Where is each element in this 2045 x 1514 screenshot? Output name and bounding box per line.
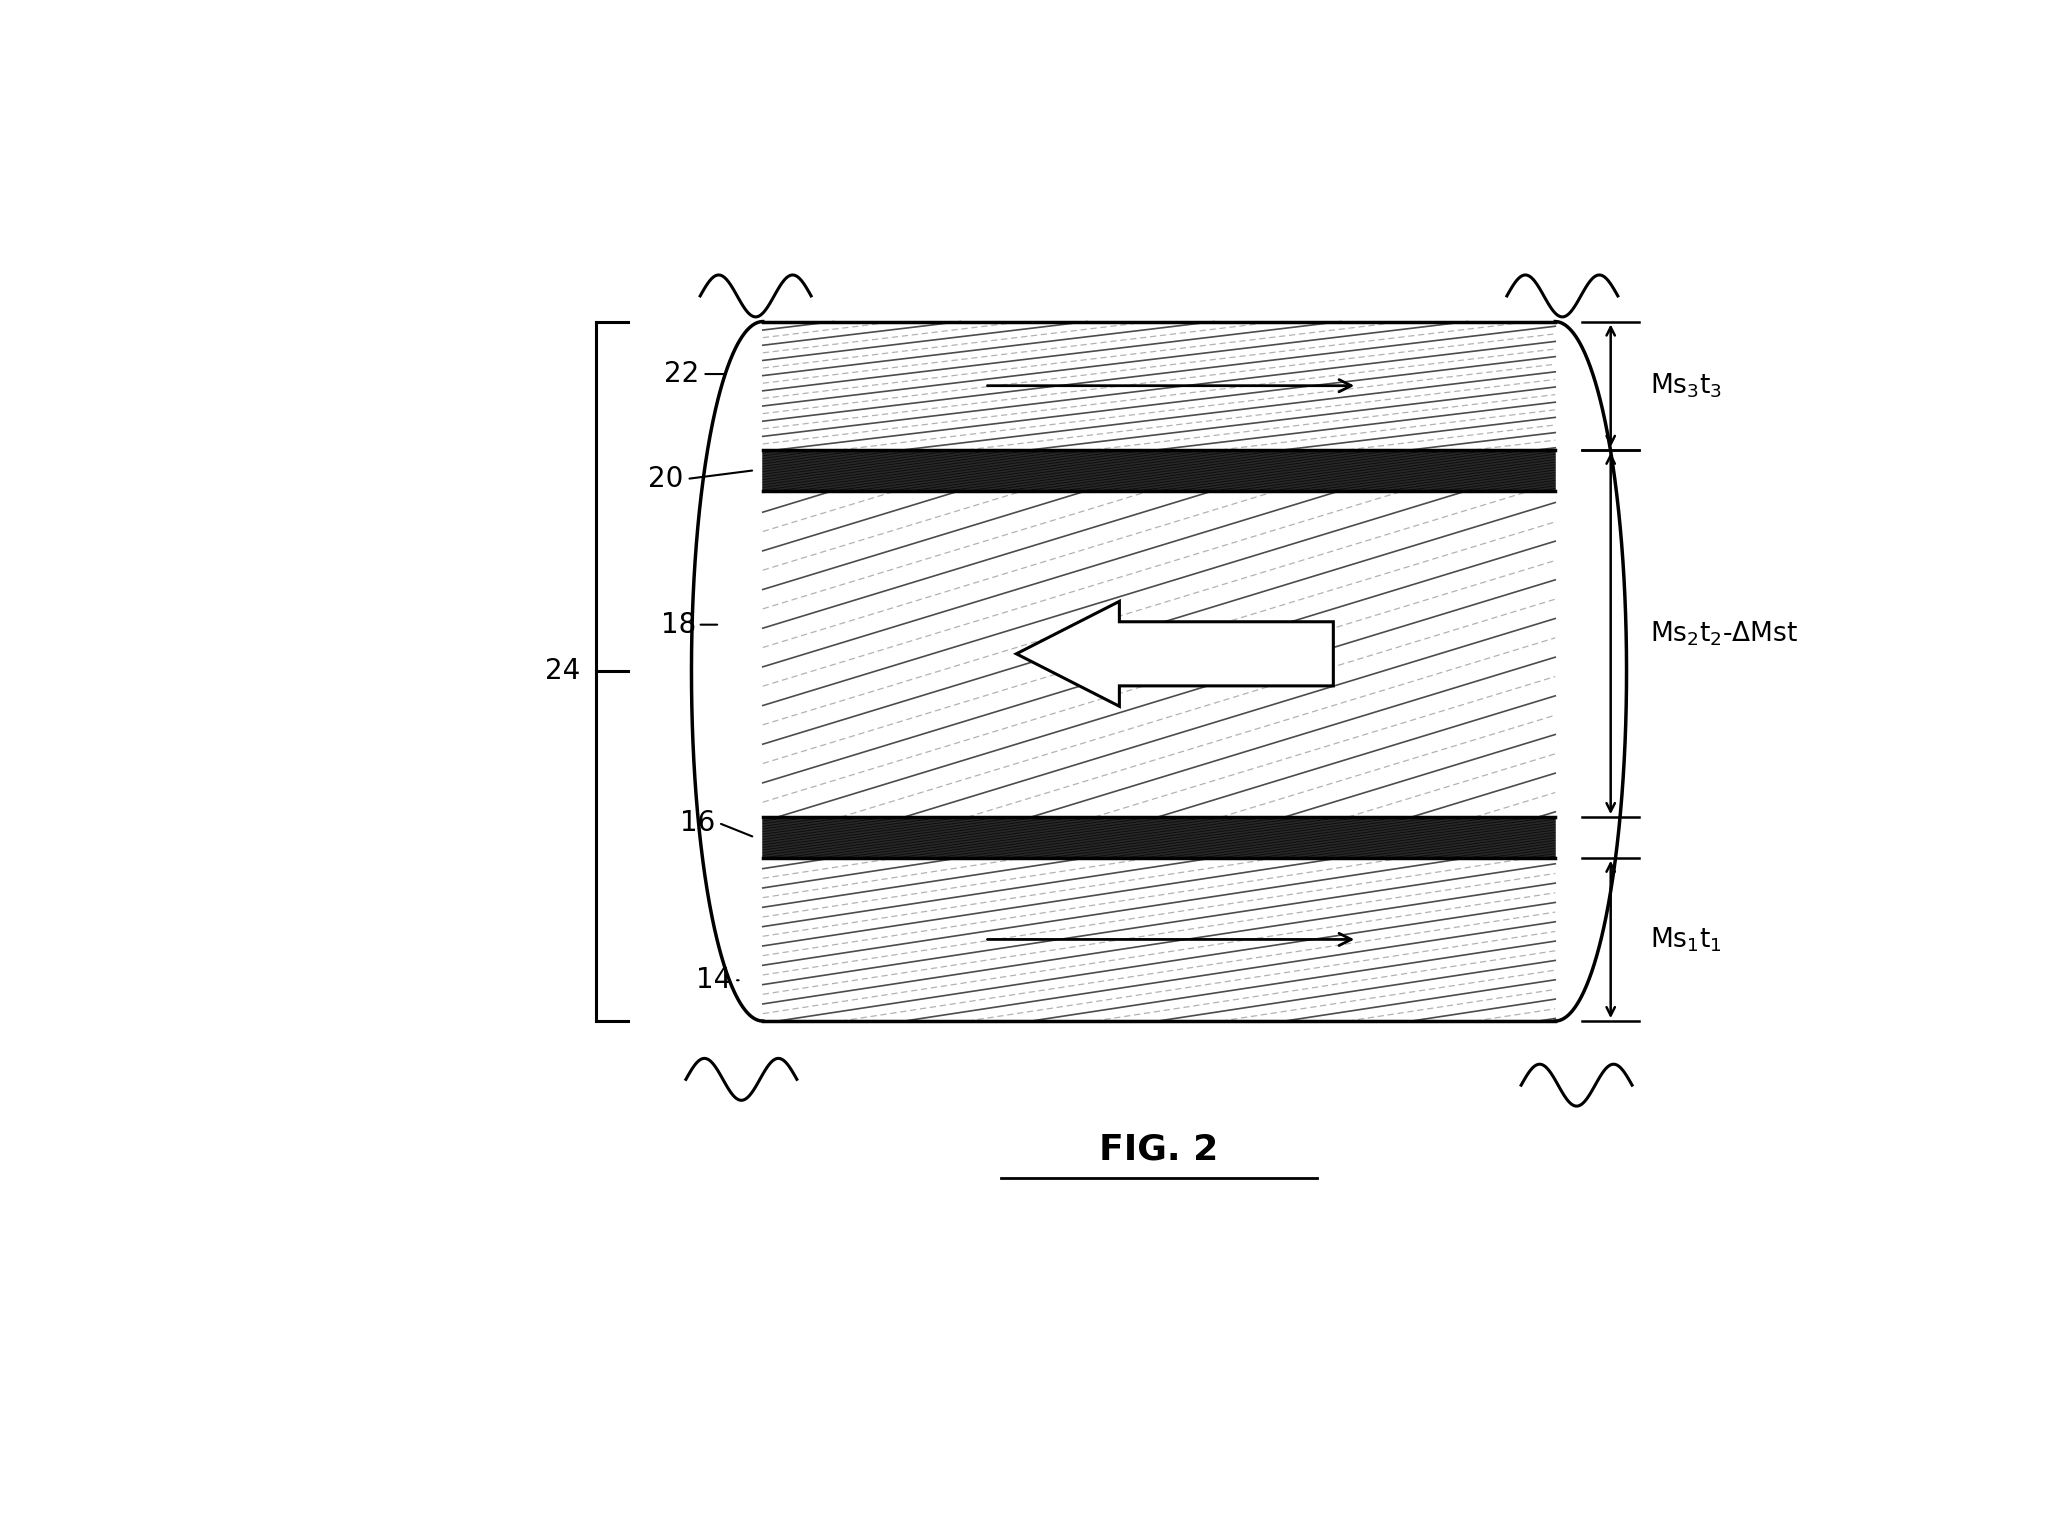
Bar — [763, 321, 1554, 450]
Text: Ms$_2$t$_2$-$\Delta$Mst: Ms$_2$t$_2$-$\Delta$Mst — [1650, 619, 1798, 648]
FancyArrow shape — [1016, 601, 1333, 707]
Text: 14: 14 — [695, 966, 730, 995]
Bar — [763, 491, 1554, 818]
Bar — [763, 858, 1554, 1020]
Text: 16: 16 — [681, 808, 716, 837]
Text: FIG. 2: FIG. 2 — [1100, 1132, 1219, 1166]
Text: 18: 18 — [661, 610, 695, 639]
Bar — [763, 818, 1554, 858]
Text: Ms$_1$t$_1$: Ms$_1$t$_1$ — [1650, 925, 1722, 954]
Text: 20: 20 — [648, 465, 683, 494]
Bar — [763, 450, 1554, 491]
Text: Ms$_3$t$_3$: Ms$_3$t$_3$ — [1650, 371, 1722, 400]
Text: 24: 24 — [546, 657, 581, 686]
Text: 22: 22 — [665, 360, 699, 388]
